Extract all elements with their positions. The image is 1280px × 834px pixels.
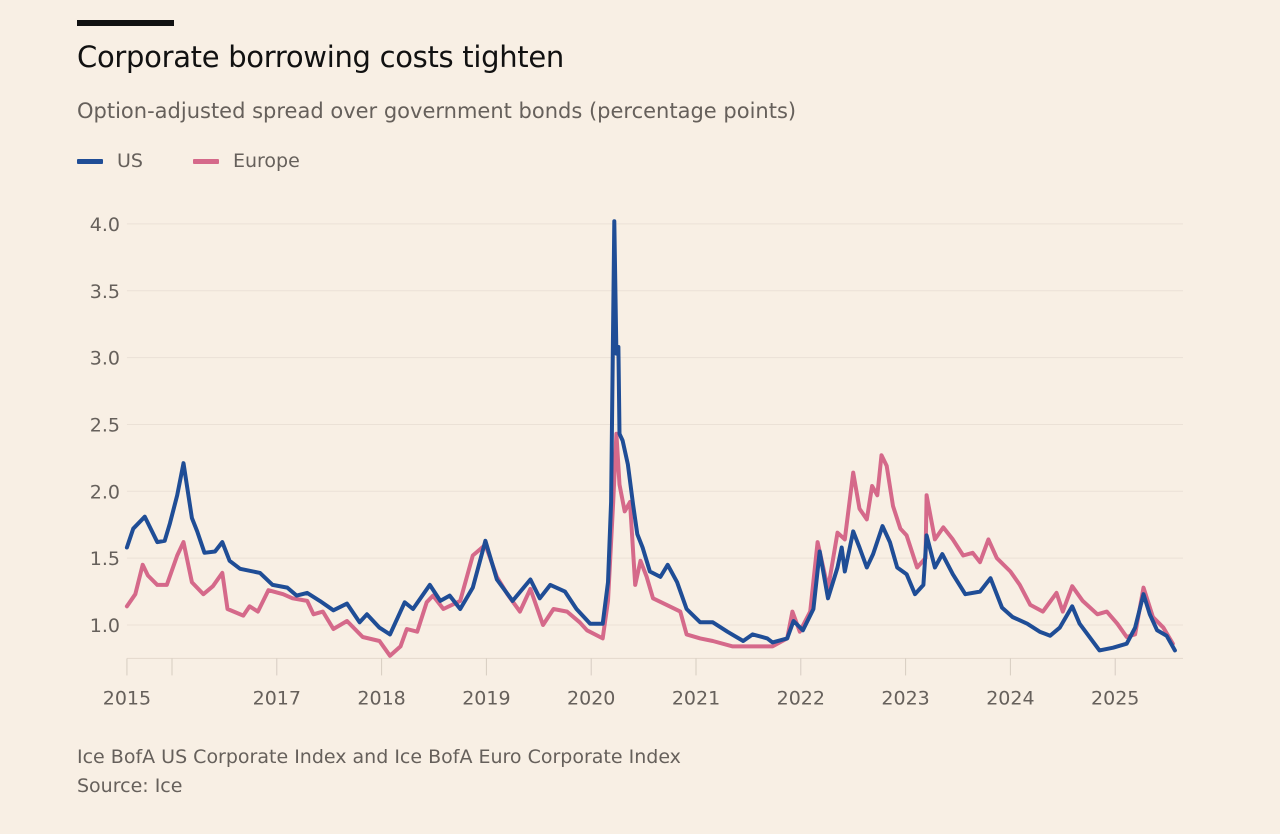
y-tick-label: 1.0 xyxy=(90,615,120,637)
legend: US Europe xyxy=(77,150,300,172)
legend-item-us: US xyxy=(77,150,143,172)
legend-swatch-us xyxy=(77,158,103,164)
source-note: Source: Ice xyxy=(77,775,183,797)
x-tick-label: 2019 xyxy=(462,687,510,709)
x-tick-label: 2015 xyxy=(103,687,151,709)
chart-title: Corporate borrowing costs tighten xyxy=(77,40,564,74)
x-tick-label: 2025 xyxy=(1091,687,1139,709)
y-tick-label: 1.5 xyxy=(90,548,120,570)
x-tick-label: 2023 xyxy=(881,687,929,709)
x-tick-label: 2024 xyxy=(986,687,1034,709)
y-tick-label: 4.0 xyxy=(90,214,120,236)
legend-swatch-europe xyxy=(192,158,219,164)
y-tick-label: 2.5 xyxy=(90,414,120,436)
legend-label-us: US xyxy=(117,150,143,172)
x-tick-label: 2017 xyxy=(253,687,301,709)
series-line-us xyxy=(124,219,1177,653)
legend-label-europe: Europe xyxy=(232,150,300,172)
y-tick-label: 3.0 xyxy=(90,348,120,370)
legend-item-europe: Europe xyxy=(192,150,300,172)
title-accent-bar xyxy=(77,20,174,26)
x-tick-label: 2020 xyxy=(567,687,615,709)
x-tick-label: 2021 xyxy=(672,687,720,709)
y-tick-label: 2.0 xyxy=(90,481,120,503)
y-tick-label: 3.5 xyxy=(90,281,120,303)
x-tick-label: 2022 xyxy=(777,687,825,709)
footnote: Ice BofA US Corporate Index and Ice BofA… xyxy=(77,746,681,768)
x-tick-label: 2018 xyxy=(357,687,405,709)
chart-subtitle: Option-adjusted spread over government b… xyxy=(77,99,797,123)
series-line-europe xyxy=(124,431,1175,658)
